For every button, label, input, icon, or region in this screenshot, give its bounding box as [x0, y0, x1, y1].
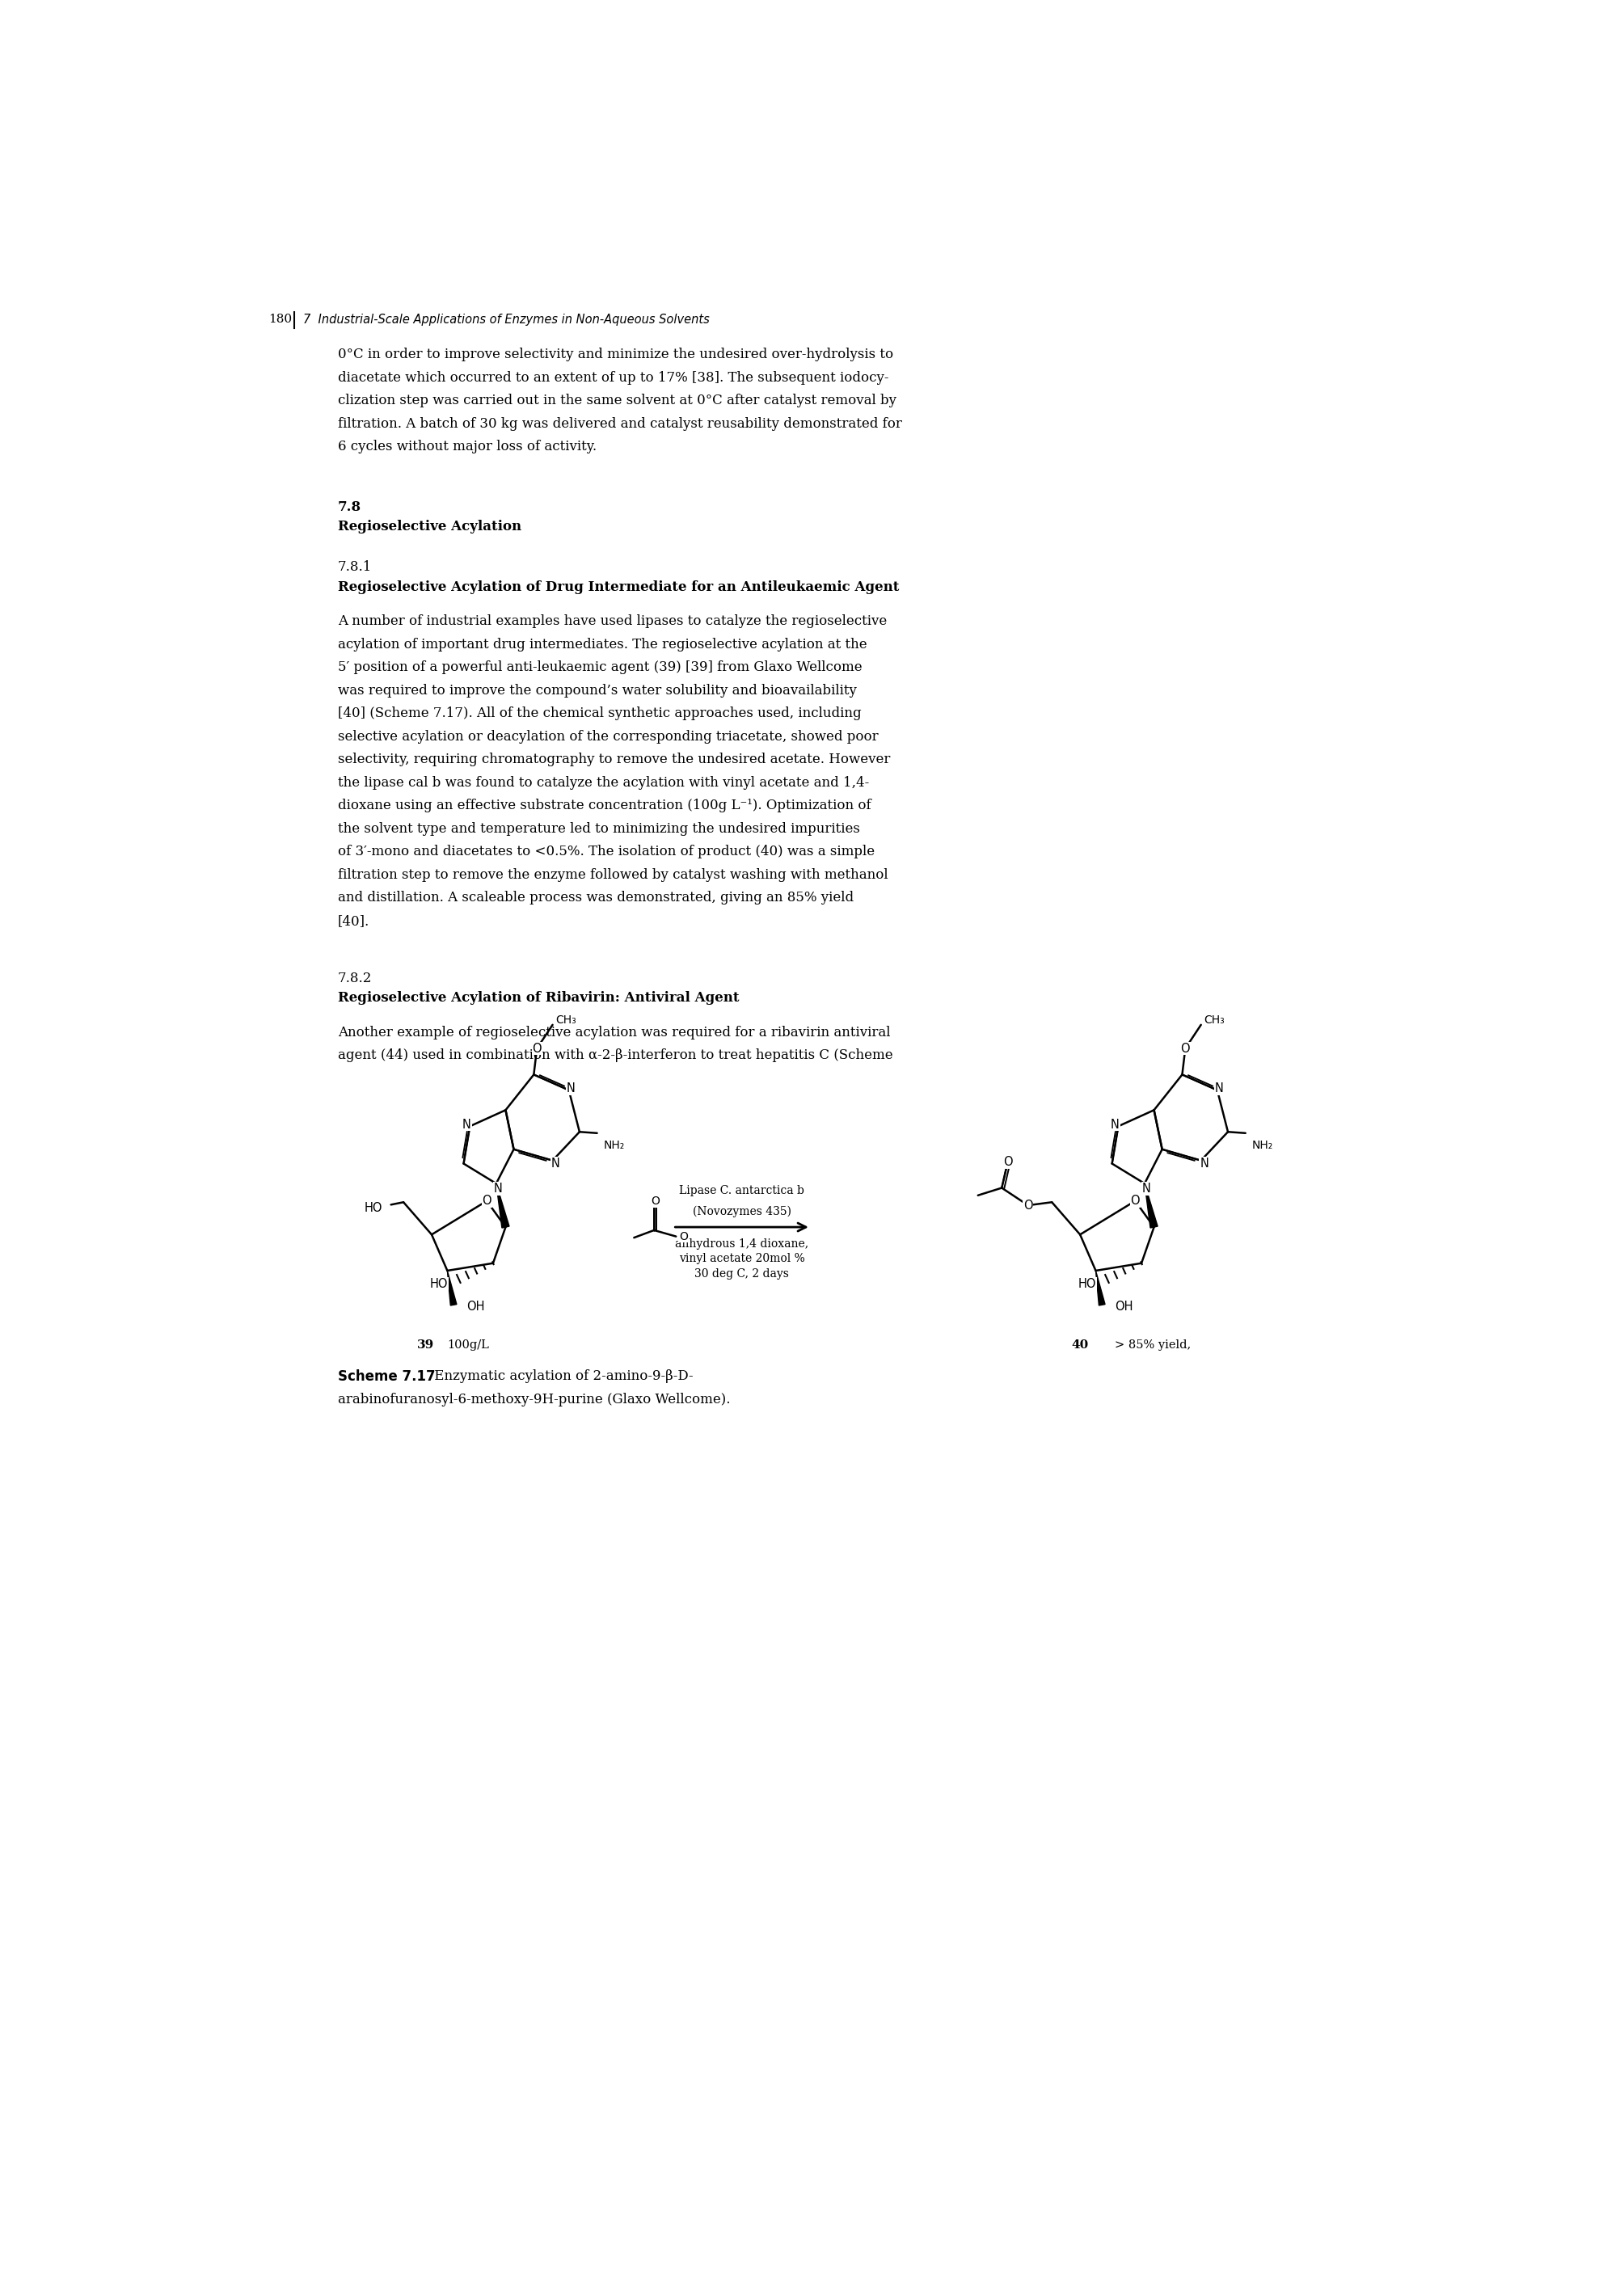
Text: was required to improve the compound’s water solubility and bioavailability: was required to improve the compound’s w…	[338, 685, 856, 698]
Text: 7.8.1: 7.8.1	[338, 561, 372, 575]
Text: CH₃: CH₃	[1203, 1014, 1224, 1026]
Text: 30 deg C, 2 days: 30 deg C, 2 days	[695, 1269, 789, 1280]
Polygon shape	[1145, 1184, 1158, 1227]
Text: A number of industrial examples have used lipases to catalyze the regioselective: A number of industrial examples have use…	[338, 614, 887, 627]
Polygon shape	[1096, 1271, 1104, 1305]
Text: (Novozymes 435): (Novozymes 435)	[692, 1205, 791, 1216]
Text: filtration. A batch of 30 kg was delivered and catalyst reusability demonstrated: filtration. A batch of 30 kg was deliver…	[338, 417, 901, 431]
Text: N: N	[463, 1118, 471, 1131]
Text: acylation of important drug intermediates. The regioselective acylation at the: acylation of important drug intermediate…	[338, 637, 867, 650]
Text: the solvent type and temperature led to minimizing the undesired impurities: the solvent type and temperature led to …	[338, 822, 859, 836]
Text: N: N	[494, 1182, 502, 1195]
Text: N: N	[1200, 1156, 1208, 1170]
Text: 6 cycles without major loss of activity.: 6 cycles without major loss of activity.	[338, 440, 596, 453]
Polygon shape	[447, 1271, 456, 1305]
Text: Regioselective Acylation of Drug Intermediate for an Antileukaemic Agent: Regioselective Acylation of Drug Interme…	[338, 579, 900, 593]
Text: Regioselective Acylation: Regioselective Acylation	[338, 520, 521, 534]
Polygon shape	[497, 1184, 510, 1227]
Text: anhydrous 1,4 dioxane,: anhydrous 1,4 dioxane,	[676, 1239, 809, 1250]
Text: O: O	[651, 1195, 659, 1207]
Text: 39: 39	[417, 1340, 434, 1351]
Text: clization step was carried out in the same solvent at 0°C after catalyst removal: clization step was carried out in the sa…	[338, 394, 896, 408]
Text: NH₂: NH₂	[604, 1140, 625, 1152]
Text: arabinofuranosyl-6-methoxy-9H-purine (Glaxo Wellcome).: arabinofuranosyl-6-methoxy-9H-purine (Gl…	[338, 1392, 731, 1406]
Text: HO: HO	[365, 1202, 383, 1214]
Text: 40: 40	[1072, 1340, 1088, 1351]
Text: Scheme 7.17: Scheme 7.17	[338, 1369, 435, 1383]
Text: Lipase C. antarctica b: Lipase C. antarctica b	[679, 1184, 804, 1195]
Text: > 85% yield,: > 85% yield,	[1114, 1340, 1190, 1351]
Text: 100g/L: 100g/L	[447, 1340, 489, 1351]
Text: dioxane using an effective substrate concentration (100g L⁻¹). Optimization of: dioxane using an effective substrate con…	[338, 799, 870, 813]
Text: O: O	[1130, 1195, 1140, 1207]
Text: 0°C in order to improve selectivity and minimize the undesired over-hydrolysis t: 0°C in order to improve selectivity and …	[338, 348, 893, 362]
Text: O: O	[1023, 1200, 1033, 1211]
Text: O: O	[1004, 1156, 1013, 1168]
Text: NH₂: NH₂	[1252, 1140, 1273, 1152]
Text: 5′ position of a powerful anti-leukaemic agent (39) [39] from Glaxo Wellcome: 5′ position of a powerful anti-leukaemic…	[338, 662, 862, 676]
Text: N: N	[551, 1156, 560, 1170]
Text: diacetate which occurred to an extent of up to 17% [38]. The subsequent iodocy-: diacetate which occurred to an extent of…	[338, 371, 888, 385]
Text: N: N	[1111, 1118, 1119, 1131]
Text: O: O	[482, 1195, 492, 1207]
Text: O: O	[1181, 1042, 1190, 1053]
Text: 7.8: 7.8	[338, 499, 361, 513]
Text: N: N	[1215, 1083, 1223, 1095]
Text: of 3′-mono and diacetates to <0.5%. The isolation of product (40) was a simple: of 3′-mono and diacetates to <0.5%. The …	[338, 845, 875, 859]
Text: Enzymatic acylation of 2-amino-9-β-D-: Enzymatic acylation of 2-amino-9-β-D-	[430, 1369, 693, 1383]
Text: N: N	[1142, 1182, 1151, 1195]
Text: 7  Industrial-Scale Applications of Enzymes in Non-Aqueous Solvents: 7 Industrial-Scale Applications of Enzym…	[304, 314, 710, 325]
Text: N: N	[567, 1083, 575, 1095]
Text: 180: 180	[270, 314, 292, 325]
Text: OH: OH	[1114, 1301, 1132, 1312]
Text: Regioselective Acylation of Ribavirin: Antiviral Agent: Regioselective Acylation of Ribavirin: A…	[338, 992, 739, 1005]
Text: O: O	[679, 1230, 689, 1241]
Text: HO: HO	[1078, 1278, 1096, 1289]
Text: OH: OH	[466, 1301, 484, 1312]
Text: the lipase cal b was found to catalyze the acylation with vinyl acetate and 1,4-: the lipase cal b was found to catalyze t…	[338, 776, 869, 790]
Text: O: O	[533, 1042, 542, 1053]
Text: HO: HO	[430, 1278, 448, 1289]
Text: agent (44) used in combination with α-2-β-interferon to treat hepatitis C (Schem: agent (44) used in combination with α-2-…	[338, 1049, 893, 1063]
Text: and distillation. A scaleable process was demonstrated, giving an 85% yield: and distillation. A scaleable process wa…	[338, 891, 854, 905]
Text: [40].: [40].	[338, 914, 369, 927]
Text: vinyl acetate 20mol %: vinyl acetate 20mol %	[679, 1253, 806, 1264]
Text: CH₃: CH₃	[555, 1014, 577, 1026]
Text: Another example of regioselective acylation was required for a ribavirin antivir: Another example of regioselective acylat…	[338, 1026, 890, 1040]
Text: 7.8.2: 7.8.2	[338, 971, 372, 985]
Text: selectivity, requiring chromatography to remove the undesired acetate. However: selectivity, requiring chromatography to…	[338, 753, 890, 767]
Text: selective acylation or deacylation of the corresponding triacetate, showed poor: selective acylation or deacylation of th…	[338, 731, 879, 744]
Text: filtration step to remove the enzyme followed by catalyst washing with methanol: filtration step to remove the enzyme fol…	[338, 868, 888, 882]
Text: [40] (Scheme 7.17). All of the chemical synthetic approaches used, including: [40] (Scheme 7.17). All of the chemical …	[338, 708, 861, 721]
